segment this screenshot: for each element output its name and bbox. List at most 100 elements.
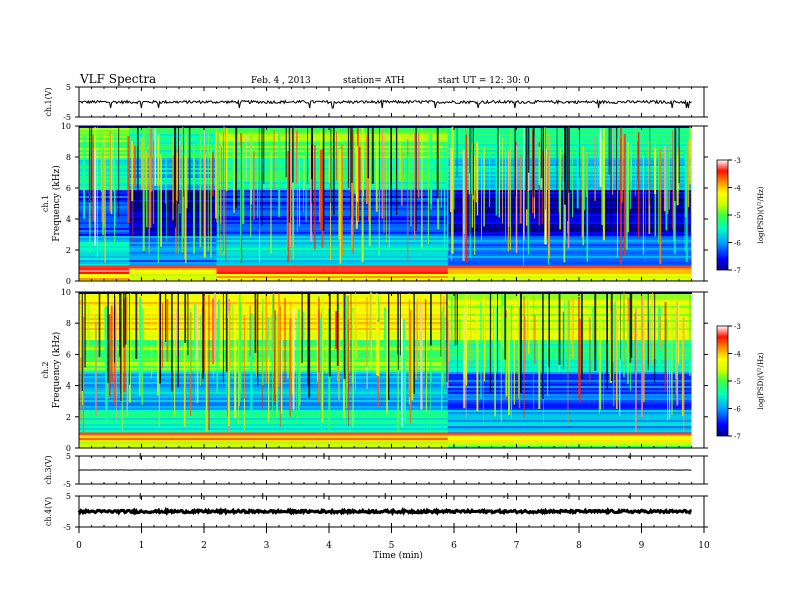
ch3-waveform-panel: 5 -5 ch.3(V) xyxy=(44,452,708,489)
spectrogram-band-cell xyxy=(447,248,692,250)
spectrogram-band-cell xyxy=(447,128,692,130)
spectrogram-band-cell xyxy=(447,214,692,216)
spectrogram-band-cell xyxy=(79,128,130,130)
spectrogram-band-cell xyxy=(79,424,449,426)
spectrogram-band-cell xyxy=(447,402,692,404)
spectrogram-band-cell xyxy=(79,258,130,260)
spectrogram-band-cell xyxy=(216,194,449,196)
spectrogram-hot-band xyxy=(79,432,692,436)
spectrogram-band-cell xyxy=(447,384,692,386)
spectrogram-band-cell xyxy=(447,276,692,278)
x-tick-label: 7 xyxy=(514,541,520,551)
y-tick-label: 8 xyxy=(66,319,71,328)
y-tick-label: -5 xyxy=(63,523,71,532)
spectrogram-band-cell xyxy=(216,212,449,214)
spectrogram-band-cell xyxy=(79,412,449,414)
colorbar-tick-label: -6 xyxy=(734,240,741,248)
spectrogram-band-cell xyxy=(216,210,449,212)
spectrogram-band-cell xyxy=(447,416,692,418)
spectrogram-band-cell xyxy=(447,136,692,138)
y-axis-label: ch.4(V) xyxy=(44,497,53,526)
spectrogram-band-cell xyxy=(79,384,449,386)
spectrogram-band-cell xyxy=(216,272,449,274)
spectrogram-band-cell xyxy=(79,356,449,358)
spectrogram-band-cell xyxy=(129,134,217,136)
spectrogram-band-cell xyxy=(216,278,449,280)
spectrogram-band-cell xyxy=(79,404,449,406)
spectrogram-band-cell xyxy=(447,396,692,398)
spectrogram-band-cell xyxy=(447,376,692,378)
spectrogram-band-cell xyxy=(79,400,449,402)
spectrogram-band-cell xyxy=(216,140,449,142)
spectrogram-band-cell xyxy=(216,204,449,206)
colorbar-gradient xyxy=(716,325,729,437)
spectrogram-band-cell xyxy=(216,132,449,134)
spectrogram-band-cell xyxy=(79,306,449,308)
y-tick-label: 0 xyxy=(66,277,71,286)
spectrogram-band-cell xyxy=(79,422,449,424)
spectrogram-band-cell xyxy=(79,328,449,330)
spectrogram-band-cell xyxy=(447,274,692,276)
spectrogram-band-cell xyxy=(79,302,449,304)
spectrogram-band-cell xyxy=(216,232,449,234)
spectrogram-band-cell xyxy=(447,262,692,264)
spectrogram-band-cell xyxy=(79,364,449,366)
spectrogram-band-cell xyxy=(447,194,692,196)
spectrogram-band-cell xyxy=(447,192,692,194)
spectrogram-band-cell xyxy=(79,246,130,248)
spectrogram-band-cell xyxy=(216,198,449,200)
spectrogram-band-cell xyxy=(79,244,130,246)
spectrogram-band-cell xyxy=(79,378,449,380)
spectrogram-band-cell xyxy=(447,260,692,262)
spectrogram-band-cell xyxy=(129,232,217,234)
spectrogram-band-cell xyxy=(129,236,217,238)
spectrogram-band-cell xyxy=(129,272,217,274)
y-tick-label: 5 xyxy=(66,492,71,501)
spectrogram-band-cell xyxy=(79,338,449,340)
spectrogram-band-cell xyxy=(216,224,449,226)
spectrogram-band-cell xyxy=(79,130,130,132)
spectrogram-band-cell xyxy=(79,228,130,230)
spectrogram-band-cell xyxy=(79,440,449,442)
spectrogram-band-cell xyxy=(129,222,217,224)
spectrogram-band-cell xyxy=(447,196,692,198)
spectrogram-band-cell xyxy=(79,354,449,356)
spectrogram-band-cell xyxy=(216,182,449,184)
spectrogram-band-cell xyxy=(79,324,449,326)
x-tick-label: 5 xyxy=(389,541,395,551)
spectrogram-band-cell xyxy=(129,260,217,262)
spectrogram-band-cell xyxy=(79,294,449,296)
spectrogram-band-cell xyxy=(447,228,692,230)
spectrogram-band-cell xyxy=(447,252,692,254)
spectrogram-band-cell xyxy=(447,204,692,206)
y-tick-label: 6 xyxy=(66,350,71,359)
spectrogram-band-cell xyxy=(447,298,692,300)
spectrogram-band-cell xyxy=(216,270,449,272)
spectrogram-band-cell xyxy=(447,222,692,224)
waveform-trace xyxy=(77,506,692,517)
spectrogram-band-cell xyxy=(447,408,692,410)
spectrogram-band-cell xyxy=(216,148,449,150)
spectrogram-cells xyxy=(79,126,692,281)
x-tick-label: 10 xyxy=(698,541,710,551)
spectrogram-band-cell xyxy=(216,200,449,202)
spectrogram-band-cell xyxy=(447,440,692,442)
spectrogram-band-cell xyxy=(79,410,449,412)
spectrogram-band-cell xyxy=(447,410,692,412)
spectrogram-band-cell xyxy=(79,316,449,318)
spectrogram-band-cell xyxy=(447,412,692,414)
spectrogram-band-cell xyxy=(216,236,449,238)
spectrogram-band-cell xyxy=(79,250,130,252)
spectrogram-band-cell xyxy=(79,420,449,422)
spectrogram-band-cell xyxy=(79,238,130,240)
spectrogram-band-cell xyxy=(447,212,692,214)
y-tick-label: 10 xyxy=(61,122,71,131)
spectrogram-band-cell xyxy=(216,230,449,232)
spectrogram-cells xyxy=(79,292,692,448)
spectrogram-band-cell xyxy=(447,436,692,438)
spectrogram-band-cell xyxy=(216,240,449,242)
spectrogram-hot-band xyxy=(79,265,692,269)
spectrogram-band-cell xyxy=(79,322,449,324)
spectrogram-band-cell xyxy=(79,254,130,256)
spectrogram-band-cell xyxy=(216,144,449,146)
